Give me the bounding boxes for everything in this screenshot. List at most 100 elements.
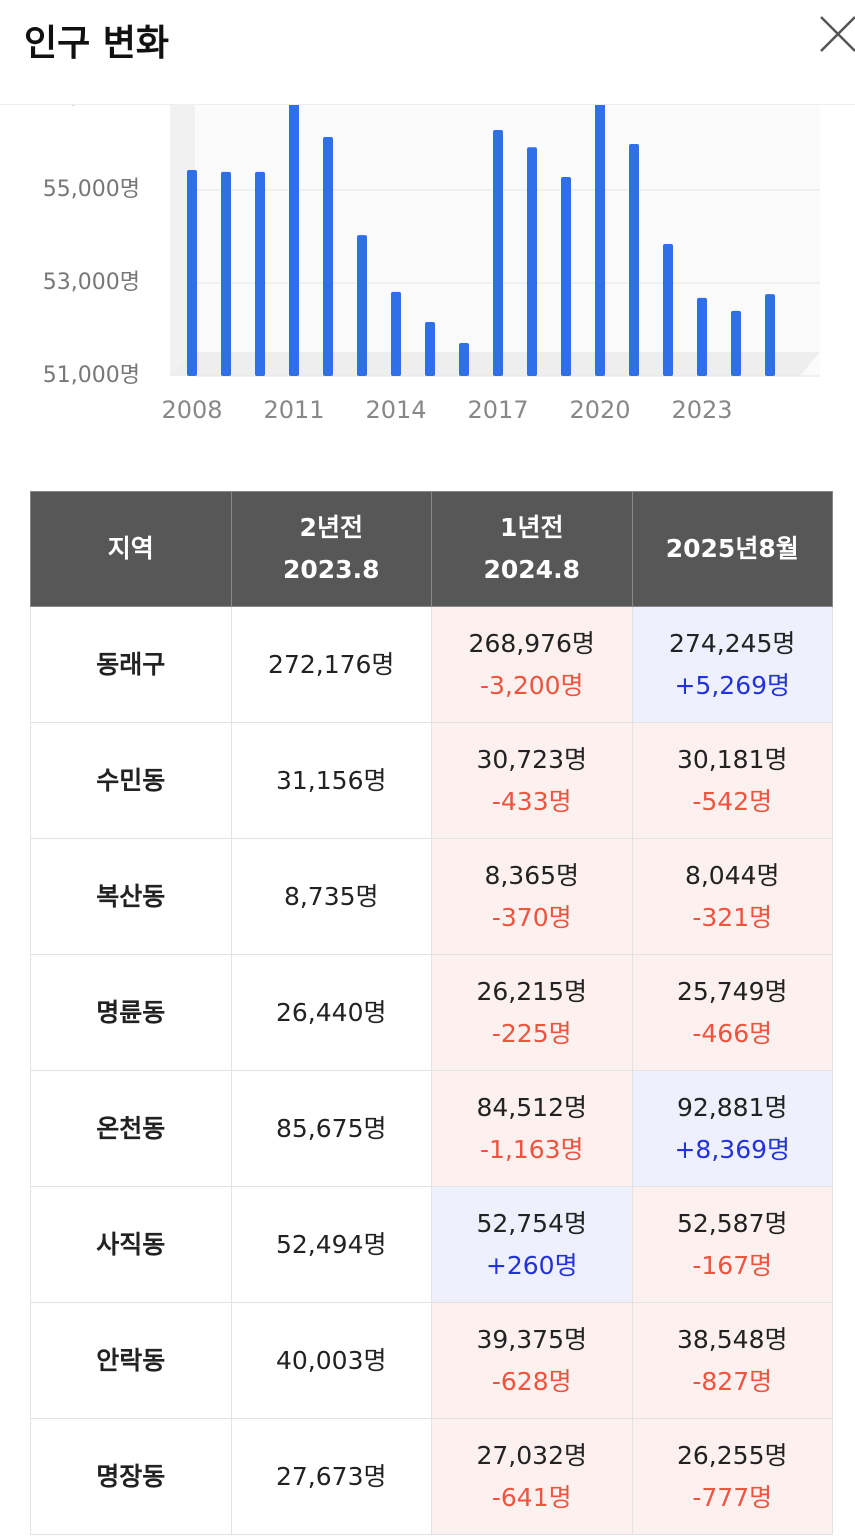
value: 25,749명 (677, 976, 788, 1006)
region-cell: 복산동 (30, 838, 232, 955)
value-cell: 272,176명 (230, 606, 432, 723)
table-row: 복산동 8,735명 8,365명 -370명 8,044명 -321명 (30, 838, 833, 955)
value: 52,754명 (476, 1208, 587, 1238)
bar (595, 83, 605, 377)
bar (187, 170, 197, 376)
header-line: 2년전 (299, 513, 363, 542)
change-cell: 39,375명 -628명 (431, 1302, 633, 1419)
value: 8,365명 (484, 860, 580, 890)
change-cell: 92,881명 +8,369명 (631, 1070, 833, 1187)
y-tick-label: 55,000명 (43, 177, 140, 202)
y-tick-label: 51,000명 (43, 363, 140, 388)
value: 85,675명 (276, 1113, 387, 1143)
change: +5,269명 (674, 670, 791, 700)
change-cell: 26,255명 -777명 (631, 1418, 833, 1535)
header-row: 지역 2년전 2023.8 1년전 2024.8 2025년8월 (30, 491, 833, 607)
value: 31,156명 (276, 765, 387, 795)
bar (663, 243, 673, 376)
value-cell: 31,156명 (230, 722, 432, 839)
change: -542명 (692, 786, 773, 816)
change-cell: 268,976명 -3,200명 (431, 606, 633, 723)
change-cell: 30,181명 -542명 (631, 722, 833, 839)
value: 92,881명 (677, 1092, 788, 1122)
change: +8,369명 (674, 1134, 791, 1164)
value: 8,044명 (684, 860, 780, 890)
change: -370명 (491, 902, 572, 932)
value: 52,587명 (677, 1208, 788, 1238)
value: 8,735명 (283, 881, 379, 911)
region: 안락동 (96, 1345, 166, 1375)
region: 사직동 (96, 1229, 166, 1259)
table-row: 수민동 31,156명 30,723명 -433명 30,181명 -542명 (30, 722, 833, 839)
change: -225명 (491, 1018, 572, 1048)
value: 52,494명 (276, 1229, 387, 1259)
region-cell: 명륜동 (30, 954, 232, 1071)
table-row: 동래구 272,176명 268,976명 -3,200명 274,245명 +5,269… (30, 606, 833, 723)
value: 30,723명 (476, 744, 587, 774)
value: 274,245명 (669, 628, 796, 658)
value: 26,215명 (476, 976, 587, 1006)
change-cell: 27,032명 -641명 (431, 1418, 633, 1535)
bar (255, 171, 265, 376)
title: 인구 변화 (24, 23, 170, 64)
change: -628명 (491, 1366, 572, 1396)
change-cell: 26,215명 -225명 (431, 954, 633, 1071)
change: -321명 (692, 902, 773, 932)
region: 명륜동 (96, 997, 166, 1027)
value: 272,176명 (268, 649, 395, 679)
table-row: 온천동 85,675명 84,512명 -1,163명 92,881명 +8,369명 (30, 1070, 833, 1187)
table-row: 안락동 40,003명 39,375명 -628명 38,548명 -827명 (30, 1302, 833, 1419)
change-cell: 38,548명 -827명 (631, 1302, 833, 1419)
change: -433명 (491, 786, 572, 816)
region: 복산동 (96, 881, 166, 911)
change-cell: 274,245명 +5,269명 (631, 606, 833, 723)
header-line: 2023.8 (283, 555, 380, 584)
table-row: 사직동 52,494명 52,754명 +260명 52,587명 -167명 (30, 1186, 833, 1303)
region-cell: 안락동 (30, 1302, 232, 1419)
change: -827명 (692, 1366, 773, 1396)
close-button[interactable] (818, 14, 855, 54)
value: 26,440명 (276, 997, 387, 1027)
value: 84,512명 (476, 1092, 587, 1122)
header: 인구 변화 (0, 0, 855, 105)
region-cell: 명장동 (30, 1418, 232, 1535)
value-cell: 8,735명 (230, 838, 432, 955)
x-tick-label: 2014 (365, 396, 426, 424)
bar (697, 297, 707, 376)
bar (561, 176, 571, 376)
change-cell: 8,044명 -321명 (631, 838, 833, 955)
region-cell: 사직동 (30, 1186, 232, 1303)
change-cell: 52,754명 +260명 (431, 1186, 633, 1303)
y-tick-label: 53,000명 (43, 270, 140, 295)
change: -1,163명 (479, 1134, 584, 1164)
value: 268,976명 (468, 628, 595, 658)
change-cell: 30,723명 -433명 (431, 722, 633, 839)
value: 39,375명 (476, 1324, 587, 1354)
bar (527, 147, 537, 376)
column-header: 2년전 2023.8 (230, 491, 432, 607)
bar (731, 310, 741, 376)
header-line: 2025년8월 (665, 534, 799, 563)
table-row: 명장동 27,673명 27,032명 -641명 26,255명 -777명 (30, 1418, 833, 1535)
header-line: 1년전 (500, 513, 564, 542)
change-cell: 25,749명 -466명 (631, 954, 833, 1071)
bar (765, 294, 775, 376)
column-header: 2025년8월 (631, 491, 833, 607)
region-cell: 동래구 (30, 606, 232, 723)
change: -3,200명 (479, 670, 584, 700)
value-cell: 27,673명 (230, 1418, 432, 1535)
bar (425, 322, 435, 376)
bar (391, 291, 401, 376)
bar (289, 87, 299, 376)
bar (357, 235, 367, 376)
value: 40,003명 (276, 1345, 387, 1375)
region-cell: 수민동 (30, 722, 232, 839)
value-cell: 26,440명 (230, 954, 432, 1071)
value-cell: 85,675명 (230, 1070, 432, 1187)
bar (629, 143, 639, 376)
value: 27,673명 (276, 1461, 387, 1491)
change-cell: 52,587명 -167명 (631, 1186, 833, 1303)
x-tick-label: 2008 (161, 396, 222, 424)
region: 수민동 (96, 765, 166, 795)
header-line: 지역 (107, 534, 154, 563)
